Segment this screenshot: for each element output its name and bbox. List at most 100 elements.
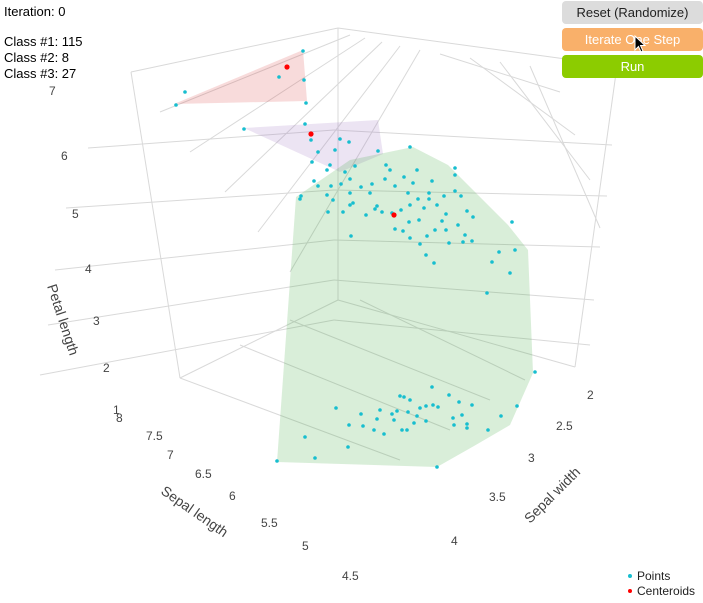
grid-line: [333, 279, 595, 301]
grid-line: [469, 57, 576, 136]
grid-line: [65, 189, 335, 209]
data-point: [424, 253, 428, 257]
data-point: [326, 210, 330, 214]
data-point: [370, 182, 374, 186]
data-point: [364, 213, 368, 217]
data-point: [408, 145, 412, 149]
legend-item-points[interactable]: Points: [628, 568, 695, 583]
data-point: [328, 163, 332, 167]
data-point: [400, 428, 404, 432]
run-button[interactable]: Run: [562, 55, 703, 78]
data-point: [382, 432, 386, 436]
data-point: [408, 203, 412, 207]
data-point: [393, 227, 397, 231]
x-tick-label: 6: [229, 489, 236, 503]
iterate-step-button[interactable]: Iterate One Step: [562, 28, 703, 51]
y-tick-label: 3: [528, 451, 535, 465]
data-point: [453, 173, 457, 177]
grid-line: [257, 45, 401, 233]
data-point: [392, 418, 396, 422]
class3-hull: [174, 50, 307, 104]
z-tick-label: 4: [85, 262, 92, 276]
x-tick-label: 5.5: [261, 516, 278, 530]
data-point: [348, 177, 352, 181]
data-point: [312, 179, 316, 183]
z-tick-label: 1: [113, 403, 120, 417]
status-panel: Iteration: 0 Class #1: 115 Class #2: 8 C…: [4, 4, 83, 82]
z-tick-label: 5: [72, 207, 79, 221]
data-point: [533, 370, 537, 374]
z-tick-label: 7: [49, 84, 56, 98]
grid-line: [130, 27, 339, 73]
data-point: [406, 191, 410, 195]
data-point: [408, 398, 412, 402]
data-point: [402, 395, 406, 399]
data-point: [452, 423, 456, 427]
data-point: [339, 182, 343, 186]
data-point: [412, 421, 416, 425]
data-point: [353, 164, 357, 168]
data-point: [402, 175, 406, 179]
data-point: [435, 203, 439, 207]
grid-line: [359, 299, 526, 381]
grid-line: [159, 34, 351, 113]
y-tick-label: 4: [451, 534, 458, 548]
data-point: [465, 426, 469, 430]
data-point: [515, 404, 519, 408]
grid-line: [87, 129, 335, 149]
data-point: [422, 206, 426, 210]
data-point: [411, 181, 415, 185]
centroids-marker-icon: [628, 588, 632, 593]
data-point: [393, 184, 397, 188]
data-point: [398, 394, 402, 398]
data-point: [490, 260, 494, 264]
data-point: [343, 170, 347, 174]
grid-line: [499, 61, 591, 181]
data-point: [461, 240, 465, 244]
data-point: [416, 197, 420, 201]
data-point: [361, 424, 365, 428]
data-point: [329, 184, 333, 188]
data-point: [375, 204, 379, 208]
data-point: [334, 406, 338, 410]
data-point: [395, 409, 399, 413]
data-point: [444, 228, 448, 232]
centroid-class1: [391, 212, 397, 218]
legend-points-label: Points: [637, 568, 671, 583]
data-point: [460, 413, 464, 417]
data-point: [470, 239, 474, 243]
data-point: [444, 212, 448, 216]
data-point: [513, 248, 517, 252]
grid-line: [39, 319, 335, 376]
data-point: [399, 208, 403, 212]
data-point: [430, 385, 434, 389]
data-point: [453, 166, 457, 170]
data-point: [433, 228, 437, 232]
data-point: [338, 137, 342, 141]
y-tick-label: 2.5: [556, 419, 573, 433]
axis-grid: [39, 27, 618, 461]
class2-count: Class #2: 8: [4, 50, 70, 65]
x-tick-label: 6.5: [195, 467, 212, 481]
y-tick-label: 3.5: [489, 490, 506, 504]
data-point: [408, 236, 412, 240]
class1-count: Class #1: 115: [4, 34, 83, 49]
data-point: [277, 75, 281, 79]
grid-line: [439, 53, 561, 93]
data-point: [346, 445, 350, 449]
legend-item-centroids[interactable]: Centeroids: [628, 583, 695, 598]
centroid-class2: [308, 131, 314, 137]
reset-button[interactable]: Reset (Randomize): [562, 1, 703, 24]
grid-line: [179, 299, 339, 379]
data-point: [372, 428, 376, 432]
data-point: [451, 416, 455, 420]
centroid-points: [284, 64, 397, 218]
data-point: [418, 242, 422, 246]
data-point: [510, 220, 514, 224]
petal-length-axis-title: Petal length: [44, 282, 82, 357]
grid-line: [130, 71, 181, 379]
grid-line: [333, 189, 608, 197]
grid-line: [239, 344, 451, 431]
x-tick-label: 7: [167, 448, 174, 462]
